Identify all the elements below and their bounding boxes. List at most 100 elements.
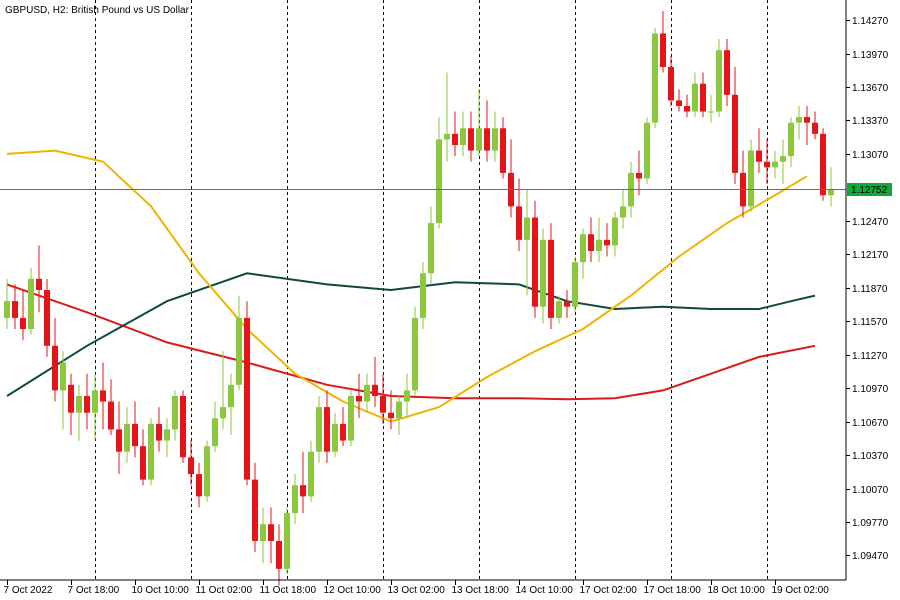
candle [660,11,666,73]
candle [684,94,690,118]
candle [388,390,394,430]
candle [652,27,658,129]
candle-body [140,446,146,480]
candle-body [44,290,50,346]
candle-body [76,395,82,413]
candle [100,362,106,430]
time-tick-label: 11 Oct 18:00 [260,585,317,596]
time-tick-label: 18 Oct 10:00 [708,585,766,596]
price-tick-label: 1.13670 [852,83,889,94]
candle [780,139,786,185]
candle [324,390,330,463]
current-price-label-text: 1.12752 [851,185,888,196]
price-tick-label: 1.13070 [852,150,889,161]
candle [484,100,490,162]
time-tick-label: 14 Oct 10:00 [516,585,574,596]
candle [76,384,82,441]
candle [396,395,402,435]
candle-body [812,122,818,134]
candle [252,462,258,553]
candle [156,407,162,452]
price-tick-label: 1.09770 [852,518,889,529]
candle [428,206,434,285]
candle [124,407,130,463]
candle-body [156,423,162,441]
candle-body [100,390,106,402]
price-tick-label: 1.09470 [852,551,889,562]
candle [580,228,586,279]
candle [52,317,58,402]
candle-body [732,94,738,173]
candle-body [4,301,10,318]
candle-body [820,133,826,196]
candle [20,290,26,341]
candle [772,150,778,179]
candle-body [700,83,706,112]
candle-body [308,451,314,497]
candle [220,351,226,430]
candle [620,189,626,229]
candle-body [164,429,170,441]
candle [492,111,498,162]
time-tick-label: 13 Oct 02:00 [388,585,446,596]
candle-body [260,524,266,541]
candle [108,379,114,435]
price-tick-label: 1.11870 [852,284,888,295]
price-tick-label: 1.10670 [852,418,889,429]
candle-body [484,128,490,151]
candle-body [228,384,234,408]
candle-body [60,362,66,391]
candle-body [612,217,618,246]
candle [532,200,538,318]
time-tick-label: 12 Oct 10:00 [324,585,382,596]
candle-body [292,485,298,514]
candle [228,373,234,435]
candle [196,462,202,508]
candle-body [412,317,418,391]
current-price-label: 1.12752 [847,183,892,196]
ma-mid-line [6,272,816,397]
candle [300,451,306,514]
current-price-label-bg [847,183,892,196]
candle-body [92,390,98,413]
candle-body [804,117,810,123]
candle-body [556,301,562,318]
candle [188,440,194,486]
candle-body [436,139,442,224]
candle-body [796,117,802,123]
candle-body [708,111,714,113]
candle-body [236,317,242,385]
candle [148,418,154,486]
candle [828,167,834,207]
candle-body [340,423,346,441]
candle-body [388,412,394,419]
price-tick-label: 1.10970 [852,384,889,395]
candle [668,55,674,106]
candle [596,217,602,263]
candle [244,301,250,486]
time-tick-label: 17 Oct 02:00 [580,585,638,596]
candle-body [676,100,682,106]
candle-body [380,395,386,413]
candle [804,105,810,145]
candle-body [580,234,586,263]
candle [524,189,530,296]
candle [260,507,266,564]
chart-title: GBPUSD, H2: British Pound vs US Dollar [5,5,190,16]
candle [716,39,722,118]
candle [36,245,42,313]
candle [116,401,122,475]
candle [372,356,378,408]
candle [316,395,322,463]
candle-body [620,206,626,218]
candle [692,72,698,118]
candle [276,524,282,586]
candle-body [68,384,74,413]
candle [308,440,314,502]
candle-body [84,395,90,413]
candle-body [540,239,546,307]
candle-body [204,446,210,497]
candle-body [372,384,378,396]
candle-body [12,301,18,318]
